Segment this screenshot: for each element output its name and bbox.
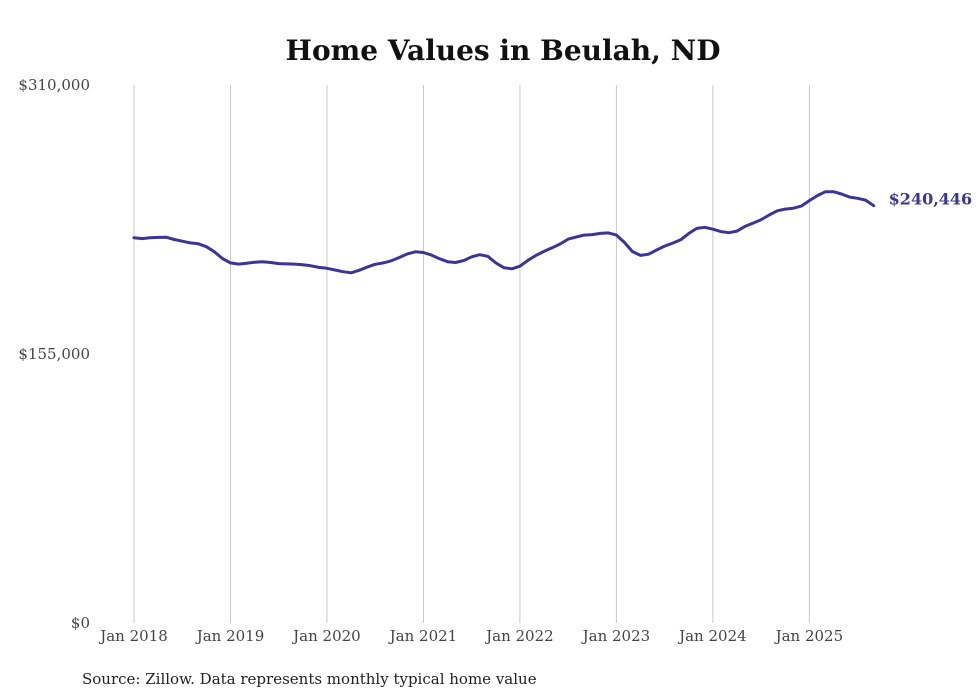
y-tick-label: $155,000 bbox=[18, 345, 90, 363]
x-tick-label: Jan 2020 bbox=[291, 627, 361, 645]
source-note: Source: Zillow. Data represents monthly … bbox=[82, 670, 537, 688]
x-tick-label: Jan 2019 bbox=[195, 627, 265, 645]
chart-title: Home Values in Beulah, ND bbox=[285, 34, 720, 67]
x-tick-label: Jan 2022 bbox=[484, 627, 554, 645]
y-tick-label: $310,000 bbox=[18, 76, 90, 94]
x-axis-ticks: Jan 2018 Jan 2019 Jan 2020 Jan 2021 Jan 2022… bbox=[98, 627, 843, 645]
y-axis-ticks: $0 $155,000 $310,000 bbox=[18, 76, 90, 632]
x-tick-label: Jan 2025 bbox=[774, 627, 844, 645]
x-tick-label: Jan 2018 bbox=[98, 627, 168, 645]
x-tick-label: Jan 2023 bbox=[581, 627, 651, 645]
x-tick-label: Jan 2024 bbox=[677, 627, 747, 645]
x-tick-label: Jan 2021 bbox=[388, 627, 458, 645]
grid bbox=[133, 85, 810, 623]
series-line-home-value bbox=[132, 190, 876, 275]
y-tick-label: $0 bbox=[71, 614, 90, 632]
end-value-label: $240,446 bbox=[889, 190, 973, 209]
